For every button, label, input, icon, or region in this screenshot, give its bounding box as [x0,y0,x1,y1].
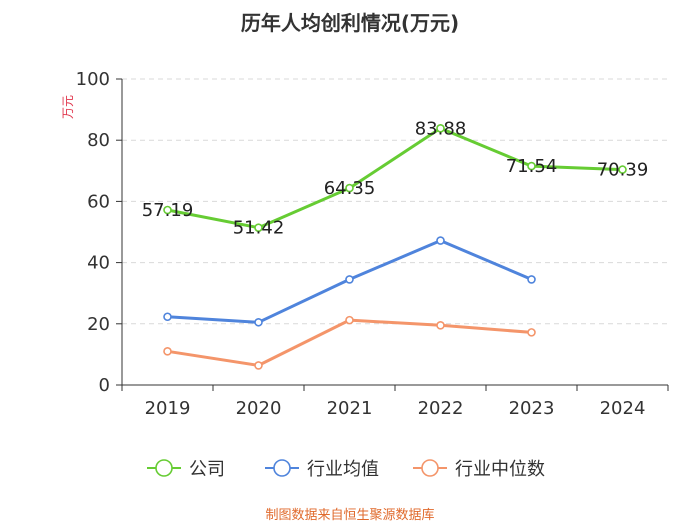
grid-layer [122,78,668,325]
point-2-2023 [527,328,536,337]
x-tick-label-2020: 2020 [236,398,282,419]
point-0-2023 [527,161,536,171]
y-tick-label-60: 60 [87,191,110,212]
point-1-2019 [163,312,172,322]
point-0-2019 [163,205,172,215]
series-layer [163,124,627,370]
y-axis-label: 万元 [61,95,75,119]
point-0-2021 [345,183,354,193]
point-1-2023 [527,275,536,284]
y-tick-label-40: 40 [87,253,110,274]
legend-marker-1 [273,459,291,477]
legend-marker-0 [155,459,173,477]
data-label-0-2021: 64.35 [324,178,376,199]
legend-marker-2 [421,459,439,477]
x-tick-label-2022: 2022 [418,398,464,419]
point-0-2024 [618,165,627,174]
data-label-0-2019: 57.19 [142,200,194,221]
data-label-0-2020: 51.42 [233,218,285,239]
y-tick-label-20: 20 [87,314,110,335]
x-tick-label-2021: 2021 [327,398,373,419]
legend-label-0: 公司 [189,459,225,480]
data-label-0-2022: 83.88 [415,118,467,139]
point-1-2020 [254,317,263,327]
point-2-2022 [436,321,445,330]
point-2-2021 [345,315,354,325]
axis-layer: 0 20 40 60 80 100 2019 2020 2021 2022 2023 2024 [76,69,669,419]
series-line-0 [167,126,623,230]
y-tick-label-80: 80 [87,130,110,151]
x-tick-label-2019: 2019 [145,398,191,419]
data-label-0-2024: 70.39 [597,160,649,181]
legend-label-1: 行业均值 [307,459,379,480]
y-tick-label-100: 100 [76,69,110,90]
data-label-0-2023: 71.54 [506,156,558,177]
point-2-2020 [254,361,263,370]
point-0-2022 [436,124,445,133]
legend-label-2: 行业中位数 [455,459,545,480]
data-label-layer: 57.19 51.42 64.35 83.88 71.54 70.39 [142,118,649,238]
point-1-2022 [436,236,445,245]
point-1-2021 [345,275,354,284]
y-tick-label-0: 0 [99,375,110,396]
series-line-2 [167,318,532,367]
point-2-2019 [163,347,172,356]
x-tick-label-2024: 2024 [600,398,646,419]
point-0-2020 [254,223,263,232]
x-tick-label-2023: 2023 [509,398,555,419]
chart-title: 历年人均创利情况(万元) [241,11,459,35]
source-note: 制图数据来自恒生聚源数据库 [265,507,434,523]
legend: 公司 行业均值 行业中位数 [147,459,545,480]
